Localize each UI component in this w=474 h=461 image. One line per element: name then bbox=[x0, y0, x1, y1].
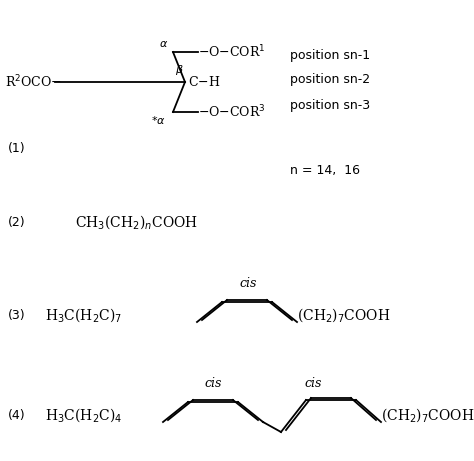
Text: R$^2$OCO$-$: R$^2$OCO$-$ bbox=[5, 74, 62, 90]
Text: position sn-3: position sn-3 bbox=[290, 99, 370, 112]
Text: H$_3$C(H$_2$C)$_4$: H$_3$C(H$_2$C)$_4$ bbox=[45, 406, 122, 424]
Text: (CH$_2$)$_7$COOH: (CH$_2$)$_7$COOH bbox=[297, 306, 391, 324]
Text: (3): (3) bbox=[8, 308, 26, 321]
Text: position sn-2: position sn-2 bbox=[290, 73, 370, 87]
Text: C$-$H: C$-$H bbox=[188, 75, 220, 89]
Text: (4): (4) bbox=[8, 408, 26, 421]
Text: (2): (2) bbox=[8, 215, 26, 229]
Text: $-$O$-$COR$^1$: $-$O$-$COR$^1$ bbox=[198, 44, 265, 60]
Text: $\alpha$: $\alpha$ bbox=[159, 39, 168, 49]
Text: position sn-1: position sn-1 bbox=[290, 48, 370, 61]
Text: (CH$_2$)$_7$COOH: (CH$_2$)$_7$COOH bbox=[381, 406, 474, 424]
Text: CH$_3$(CH$_2$)$_n$COOH: CH$_3$(CH$_2$)$_n$COOH bbox=[75, 213, 198, 231]
Text: cis: cis bbox=[239, 277, 257, 290]
Text: $-$O$-$COR$^3$: $-$O$-$COR$^3$ bbox=[198, 104, 265, 120]
Text: (1): (1) bbox=[8, 142, 26, 154]
Text: cis: cis bbox=[304, 377, 322, 390]
Text: H$_3$C(H$_2$C)$_7$: H$_3$C(H$_2$C)$_7$ bbox=[45, 306, 122, 324]
Text: $*\alpha$: $*\alpha$ bbox=[151, 114, 166, 126]
Text: $\beta$: $\beta$ bbox=[175, 63, 184, 77]
Text: cis: cis bbox=[204, 377, 222, 390]
Text: n = 14,  16: n = 14, 16 bbox=[290, 164, 360, 177]
